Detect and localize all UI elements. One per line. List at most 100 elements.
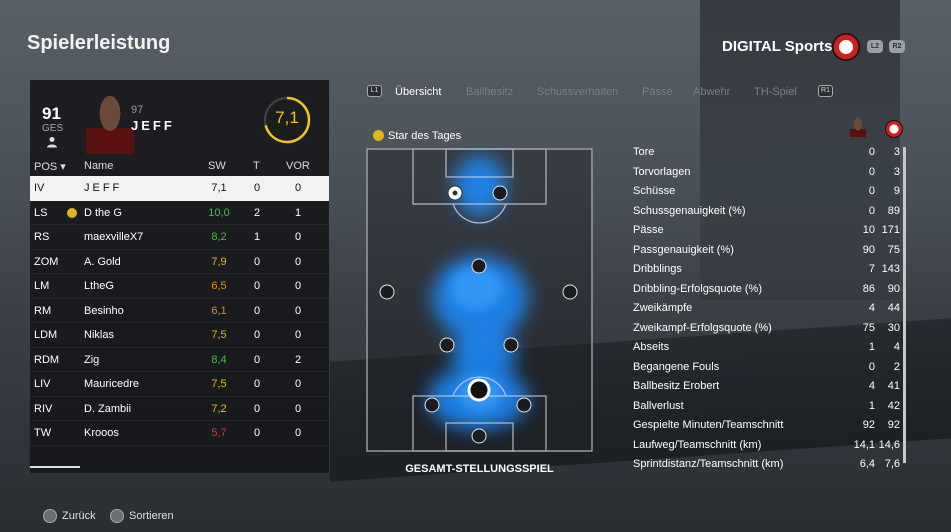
stat-player-value: 1 <box>868 399 875 412</box>
row-goals: 0 <box>253 182 261 194</box>
player-dot <box>439 337 455 353</box>
row-assists: 0 <box>294 378 302 390</box>
table-row[interactable]: RM Besinho 6,1 0 0 <box>30 299 329 323</box>
tab-paesse[interactable]: Pässe <box>642 86 673 98</box>
overall-label: GES <box>42 123 64 134</box>
tab-schussverhalten[interactable]: Schussverhalten <box>537 86 619 98</box>
row-goals: 0 <box>253 255 261 268</box>
table-row[interactable]: RDM Zig 8,4 0 2 <box>30 348 329 372</box>
table-row[interactable]: LS D the G 10,0 2 1 <box>30 201 329 225</box>
row-goals: 0 <box>253 280 261 292</box>
table-row[interactable]: LDM Niklas 7,5 0 0 <box>30 323 329 348</box>
stat-team-value: 90 <box>887 282 900 295</box>
table-row[interactable]: TW Krooos 5,7 0 0 <box>30 421 329 446</box>
row-assists: 2 <box>294 353 302 366</box>
stat-row: Laufweg/Teamschnitt (km) 14,1 14,6 <box>633 436 903 456</box>
l2-button-hint[interactable]: L2 <box>867 40 883 53</box>
row-player-name: Besinho <box>84 304 124 317</box>
row-goals: 0 <box>253 427 261 439</box>
stat-player-value: 0 <box>868 165 875 178</box>
stat-team-value: 89 <box>887 204 900 217</box>
stat-label: Passgenauigkeit (%) <box>633 243 734 256</box>
circle-button-icon <box>43 509 57 523</box>
stat-row: Zweikampf-Erfolgsquote (%) 75 30 <box>633 319 903 339</box>
col-pos[interactable]: POS ▾ <box>34 161 66 173</box>
row-rating: 8,2 <box>211 231 227 243</box>
row-assists: 1 <box>294 206 302 219</box>
stat-team-value: 41 <box>887 380 900 392</box>
row-goals: 0 <box>253 402 261 415</box>
row-player-name: Mauricedre <box>84 378 140 390</box>
stat-row: Dribbling-Erfolgsquote (%) 86 90 <box>633 280 903 300</box>
stat-label: Torvorlagen <box>633 165 691 178</box>
back-button[interactable]: Zurück <box>62 510 96 522</box>
player-header: 91 GES 97 JEFF 7,1 <box>30 80 329 154</box>
r2-button-hint[interactable]: R2 <box>889 40 905 53</box>
row-rating: 7,1 <box>211 182 227 194</box>
tab-ballbesitz[interactable]: Ballbesitz <box>466 86 514 98</box>
stat-team-value: 44 <box>887 302 900 314</box>
row-position: RM <box>34 304 52 317</box>
table-row[interactable]: RS maexvilleX7 8,2 1 0 <box>30 225 329 250</box>
col-t[interactable]: T <box>253 160 260 172</box>
tab-th-spiel[interactable]: TH-Spiel <box>754 86 797 98</box>
row-goals: 1 <box>253 231 261 243</box>
star-of-the-day-label: Star des Tages <box>388 130 462 142</box>
row-rating: 7,2 <box>211 402 227 415</box>
panel-scrollbar[interactable] <box>30 466 80 468</box>
row-position: ZOM <box>34 255 59 268</box>
stat-label: Schussgenauigkeit (%) <box>633 204 746 217</box>
row-rating: 8,4 <box>211 353 227 366</box>
stat-label: Begangene Fouls <box>633 360 720 373</box>
row-position: RIV <box>34 402 53 415</box>
row-rating: 6,5 <box>211 280 227 292</box>
star-icon <box>373 130 384 141</box>
tab-abwehr[interactable]: Abwehr <box>693 86 731 98</box>
stat-player-value: 10 <box>862 224 875 236</box>
stat-team-value: 14,6 <box>878 438 900 451</box>
stat-team-value: 42 <box>887 399 900 412</box>
stats-scrollbar[interactable] <box>903 147 906 463</box>
stat-player-value: 6,4 <box>859 458 875 470</box>
stat-row: Tore 0 3 <box>633 143 903 163</box>
r1-button-hint[interactable]: R1 <box>818 85 833 97</box>
table-row[interactable]: LIV Mauricedre 7,5 0 0 <box>30 372 329 397</box>
table-header: POS ▾ Name SW T VOR <box>30 158 329 176</box>
brand-name: DIGITAL Sports <box>722 38 833 55</box>
stat-player-value: 1 <box>868 341 875 353</box>
row-goals: 0 <box>253 304 261 317</box>
stat-player-value: 0 <box>868 204 875 217</box>
heatmap-label: GESAMT-STELLUNGSSPIEL <box>405 463 554 475</box>
star-icon <box>67 207 77 218</box>
row-position: RDM <box>34 353 60 366</box>
table-row[interactable]: LM LtheG 6,5 0 0 <box>30 274 329 299</box>
stat-row: Zweikämpfe 4 44 <box>633 299 903 319</box>
stat-team-value: 171 <box>881 224 900 236</box>
table-row[interactable]: ZOM A. Gold 7,9 0 0 <box>30 250 329 274</box>
stat-row: Gespielte Minuten/Teamschnitt 92 92 <box>633 416 903 436</box>
team-badge-icon <box>885 120 903 138</box>
stat-team-value: 2 <box>893 360 900 373</box>
table-row[interactable]: RIV D. Zambii 7,2 0 0 <box>30 397 329 421</box>
stat-player-value: 14,1 <box>853 438 875 451</box>
col-sw[interactable]: SW <box>208 160 226 172</box>
row-goals: 2 <box>253 206 261 219</box>
sort-button[interactable]: Sortieren <box>129 510 174 522</box>
table-row[interactable]: IV JEFF 7,1 0 0 <box>30 176 329 201</box>
stat-row: Pässe 10 171 <box>633 221 903 241</box>
player-dot <box>503 337 519 353</box>
row-assists: 0 <box>294 402 302 415</box>
page-title: Spielerleistung <box>27 32 171 54</box>
stat-player-value: 7 <box>868 263 875 275</box>
l1-button-hint[interactable]: L1 <box>367 85 382 97</box>
row-goals: 0 <box>253 378 261 390</box>
row-rating: 6,1 <box>211 304 227 317</box>
row-player-name: Niklas <box>84 329 114 341</box>
row-position: TW <box>34 427 52 439</box>
stat-team-value: 3 <box>893 165 900 178</box>
stat-label: Tore <box>633 146 655 158</box>
tab-uebersicht[interactable]: Übersicht <box>395 86 442 98</box>
rating-ring <box>263 96 311 144</box>
col-name[interactable]: Name <box>84 160 114 172</box>
col-vor[interactable]: VOR <box>286 160 310 172</box>
